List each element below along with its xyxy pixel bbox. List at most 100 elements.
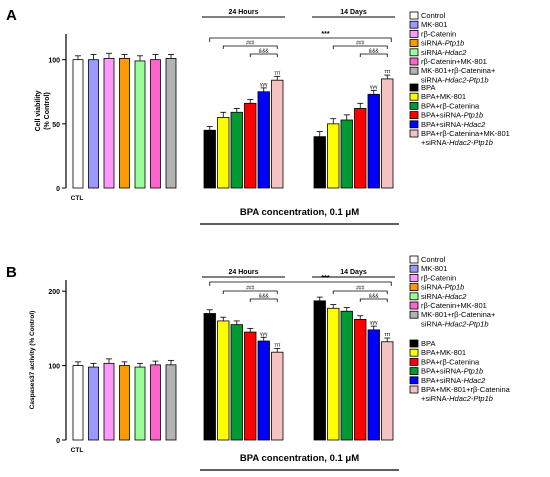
- control-bar: [119, 57, 130, 189]
- significance-marker: ***: [321, 275, 329, 282]
- y-tick-label: 0: [56, 186, 60, 193]
- legend-text-part: siRNA-: [421, 319, 445, 328]
- legend-text-italic: Ptp1b: [464, 111, 484, 120]
- legend-label: BPA: [421, 83, 435, 92]
- legend-label: BPA+siRNA-Ptp1b: [421, 111, 483, 120]
- legend-label-cont: +siRNA-Hdac2-Ptp1b: [421, 394, 493, 403]
- legend-item: BPA+MK-801: [409, 92, 466, 101]
- legend-label: BPA+MK-801+rβ-Catenina: [421, 385, 511, 394]
- bar: [271, 79, 284, 189]
- legend-item: BPA+siRNA-Ptp1b: [409, 367, 483, 376]
- legend-item: BPA: [409, 339, 435, 348]
- legend-item: MK-801+rβ-Catenina+siRNA-Hdac2-Ptp1b: [409, 66, 496, 84]
- significance-marker: &&&: [369, 294, 380, 300]
- legend-swatch: [409, 301, 419, 310]
- legend-label: siRNA-Hdac2: [421, 292, 467, 301]
- legend-swatch: [409, 66, 419, 75]
- legend-swatch: [409, 273, 419, 282]
- significance-bracket: [249, 53, 278, 57]
- legend-label: BPA+siRNA-Ptp1b: [421, 367, 483, 376]
- legend-swatch: [409, 339, 419, 348]
- control-bar: [72, 365, 84, 441]
- legend-label: rβ-Catenin: [421, 29, 456, 38]
- legend-label: BPA+rβ-Catenina+MK-801: [421, 129, 510, 138]
- control-bar: [88, 366, 99, 441]
- significance-marker: γγγ: [260, 331, 268, 337]
- legend-item: BPA+rβ-Catenina: [409, 357, 480, 366]
- significance-marker: γγγ: [370, 320, 378, 326]
- significance-marker: γγγ: [260, 82, 268, 88]
- legend-swatch: [409, 39, 419, 47]
- significance-bracket: [332, 290, 388, 294]
- legend-item: rβ-Catenin+MK-801: [409, 301, 487, 310]
- group-label: 14 Days: [340, 269, 367, 276]
- y-axis-label: Cell viability (% Control): [35, 90, 51, 131]
- legend-swatch: [409, 11, 419, 20]
- control-bar: [103, 362, 115, 441]
- legend-swatch: [409, 102, 419, 110]
- legend-label: siRNA-Ptp1b: [421, 283, 464, 292]
- group-label: 24 Hours: [229, 269, 259, 276]
- bar: [217, 320, 230, 441]
- legend-text-part: siRNA-: [421, 39, 445, 48]
- bar: [217, 117, 230, 189]
- legend-text-italic: Ptp1b: [464, 367, 484, 376]
- significance-marker: &&&: [369, 49, 380, 55]
- legend-text-italic: Hdac2-Ptp1b: [445, 75, 489, 84]
- legend-swatch: [409, 255, 419, 264]
- legend-text-italic: Ptp1b: [445, 283, 465, 292]
- legend-swatch: [409, 385, 419, 394]
- legend-text-part: siRNA-: [421, 283, 445, 292]
- legend-text-part: +siRNA-: [421, 394, 450, 403]
- y-tick-label: 100: [48, 58, 60, 65]
- bar: [340, 119, 353, 189]
- legend-item: siRNA-Ptp1b: [409, 39, 464, 48]
- legend-text-italic: Hdac2-Ptp1b: [445, 319, 489, 328]
- legend-label: rβ-Catenin+MK-801: [421, 301, 487, 310]
- legend-text-part: BPA+siRNA-: [421, 111, 464, 120]
- legend-swatch: [409, 348, 419, 357]
- control-bar: [134, 366, 146, 441]
- legend-swatch: [409, 48, 419, 57]
- y-tick-label: 200: [48, 289, 60, 296]
- significance-marker: ###: [246, 41, 255, 47]
- bar: [230, 111, 243, 189]
- legend-swatch: [409, 264, 419, 273]
- significance-bracket: [359, 53, 388, 57]
- bar: [244, 331, 257, 441]
- significance-marker: τττ: [384, 332, 390, 338]
- legend-text-italic: Hdac2-Ptp1b: [449, 394, 493, 403]
- bar: [203, 313, 216, 441]
- legend-label: MK-801: [421, 20, 447, 29]
- significance-marker: ###: [246, 286, 255, 292]
- significance-bracket: [332, 45, 388, 49]
- legend-swatch: [409, 29, 419, 38]
- legend-label: BPA+rβ-Catenina: [421, 101, 480, 110]
- panel-b: B 0 100 200 Caspases37 activity (% Control)…: [6, 255, 511, 471]
- legend-item: siRNA-Hdac2: [409, 292, 467, 301]
- significance-bracket: [209, 37, 392, 42]
- legend-text-part: BPA+siRNA-: [421, 120, 464, 129]
- legend-label: Control: [421, 11, 446, 20]
- legend-item: BPA+siRNA-Ptp1b: [409, 111, 483, 120]
- significance-bracket: [359, 298, 388, 302]
- bar: [367, 93, 380, 189]
- legend-text-part: siRNA-: [421, 48, 445, 57]
- legend-label: MK-801: [421, 264, 447, 273]
- significance-marker: τττ: [274, 70, 280, 76]
- legend-text-part: BPA+siRNA-: [421, 376, 464, 385]
- legend-swatch: [409, 376, 419, 385]
- bar: [257, 91, 270, 189]
- bar: [327, 307, 340, 441]
- legend-item: BPA: [409, 83, 435, 92]
- legend-swatch: [409, 83, 419, 92]
- legend-item: BPA+rβ-Catenina: [409, 101, 480, 110]
- legend-text-italic: Hdac2: [464, 120, 487, 129]
- legend-label: BPA+siRNA-Hdac2: [421, 376, 486, 385]
- x-axis-title: BPA concentration, 0.1 μM: [240, 207, 359, 218]
- legend-label: BPA+MK-801: [421, 348, 466, 357]
- control-bar: [150, 59, 161, 189]
- bar: [327, 123, 340, 189]
